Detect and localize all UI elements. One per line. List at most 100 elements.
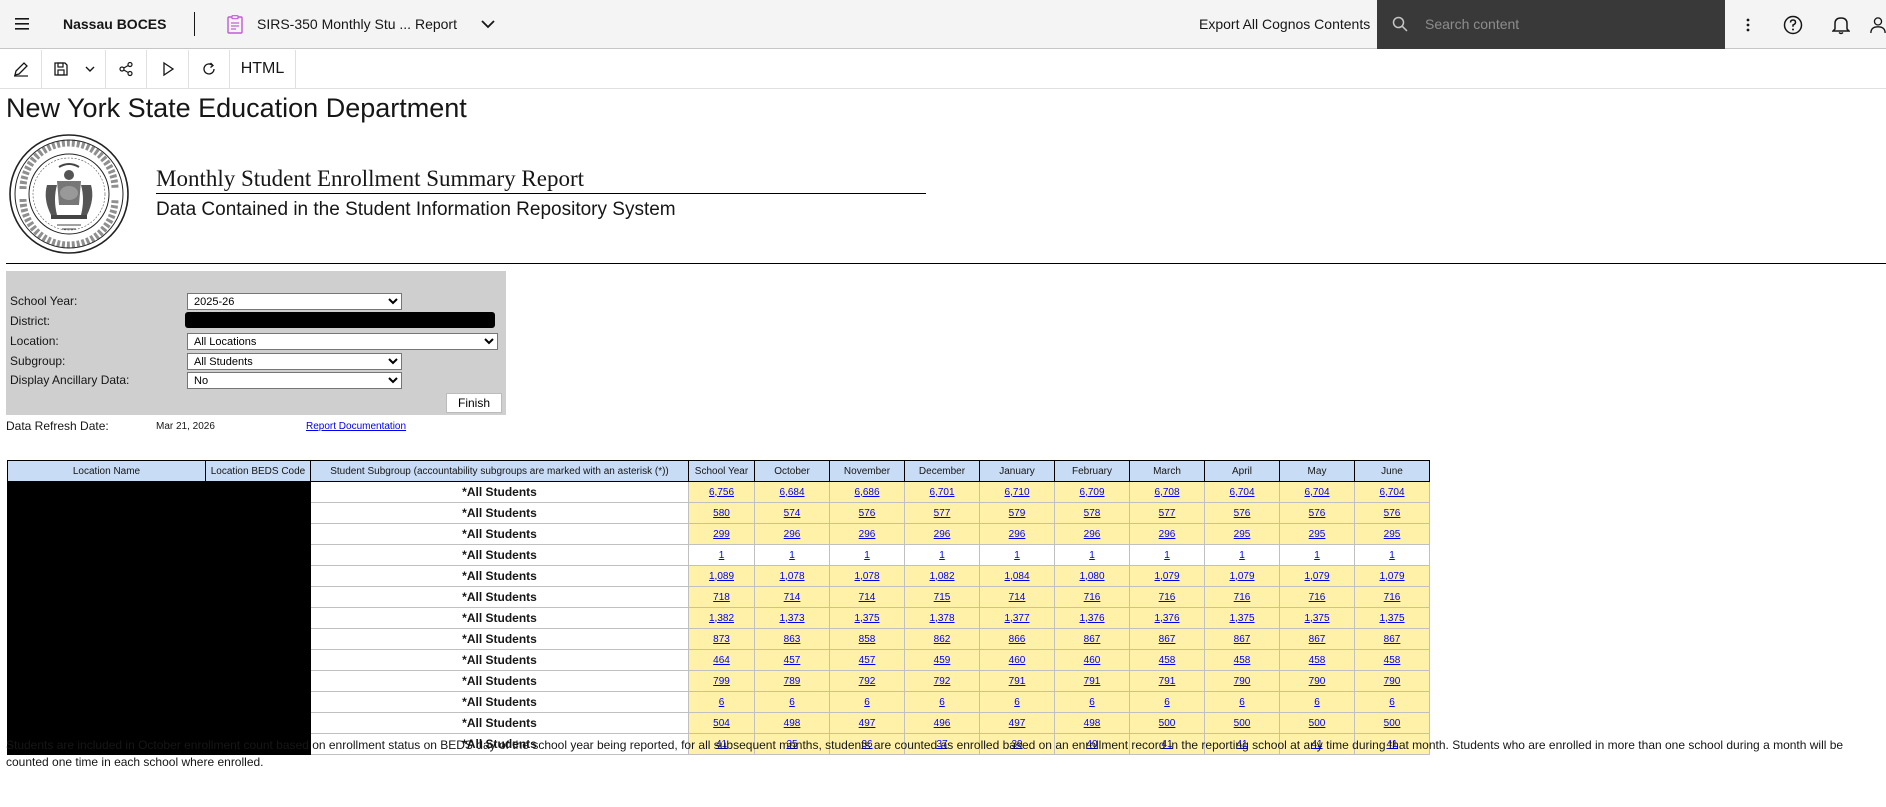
enrollment-count-link[interactable]: 1: [1314, 549, 1320, 561]
enrollment-count-link[interactable]: 6: [718, 696, 725, 708]
enrollment-count-link[interactable]: 1,082: [929, 570, 955, 582]
enrollment-count-link[interactable]: 498: [1083, 717, 1101, 729]
report-documentation-link[interactable]: Report Documentation: [306, 421, 407, 432]
enrollment-count-link[interactable]: 863: [783, 633, 801, 645]
enrollment-count-link[interactable]: 718: [713, 591, 730, 603]
enrollment-count-link[interactable]: 35: [786, 738, 798, 750]
school-year-select[interactable]: 2025-26: [187, 293, 402, 310]
enrollment-count-link[interactable]: 1,376: [1079, 612, 1105, 624]
enrollment-count-link[interactable]: 1,382: [708, 612, 735, 624]
enrollment-count-link[interactable]: 862: [933, 633, 951, 645]
enrollment-count-link[interactable]: 1,078: [854, 570, 880, 582]
enrollment-count-link[interactable]: 296: [933, 528, 951, 540]
enrollment-count-link[interactable]: 714: [858, 591, 876, 603]
enrollment-count-link[interactable]: 1: [789, 549, 795, 561]
enrollment-count-link[interactable]: 1,089: [708, 570, 735, 582]
enrollment-count-link[interactable]: 1: [864, 549, 870, 561]
enrollment-count-link[interactable]: 6: [1389, 696, 1395, 708]
enrollment-count-link[interactable]: 496: [933, 717, 951, 729]
enrollment-count-link[interactable]: 580: [713, 507, 730, 519]
hamburger-menu-icon[interactable]: [10, 12, 34, 36]
enrollment-count-link[interactable]: 716: [1383, 591, 1401, 603]
enrollment-count-link[interactable]: 40: [1086, 738, 1098, 750]
enrollment-count-link[interactable]: 500: [1308, 717, 1326, 729]
enrollment-count-link[interactable]: 6,701: [929, 486, 955, 498]
edit-icon[interactable]: [0, 50, 42, 88]
enrollment-count-link[interactable]: 858: [858, 633, 876, 645]
enrollment-count-link[interactable]: 867: [1308, 633, 1326, 645]
enrollment-count-link[interactable]: 500: [1383, 717, 1401, 729]
enrollment-count-link[interactable]: 500: [1233, 717, 1251, 729]
search-input[interactable]: [1425, 12, 1705, 36]
location-select[interactable]: All Locations: [187, 333, 498, 350]
brand-name[interactable]: Nassau BOCES: [63, 16, 167, 32]
enrollment-count-link[interactable]: 1: [1014, 549, 1020, 561]
enrollment-count-link[interactable]: 716: [1233, 591, 1251, 603]
enrollment-count-link[interactable]: 459: [933, 654, 951, 666]
enrollment-count-link[interactable]: 1: [1164, 549, 1170, 561]
enrollment-count-link[interactable]: 296: [858, 528, 876, 540]
output-format-button[interactable]: HTML: [230, 50, 296, 88]
enrollment-count-link[interactable]: 37: [936, 738, 948, 750]
user-avatar-icon[interactable]: [1870, 13, 1886, 37]
enrollment-count-link[interactable]: 799: [713, 675, 730, 687]
help-icon[interactable]: [1781, 13, 1805, 37]
enrollment-count-link[interactable]: 6: [1164, 696, 1170, 708]
enrollment-count-link[interactable]: 714: [783, 591, 801, 603]
enrollment-count-link[interactable]: 867: [1083, 633, 1101, 645]
enrollment-count-link[interactable]: 458: [1383, 654, 1401, 666]
enrollment-count-link[interactable]: 792: [933, 675, 951, 687]
enrollment-count-link[interactable]: 504: [713, 717, 730, 729]
enrollment-count-link[interactable]: 1,375: [1379, 612, 1405, 624]
enrollment-count-link[interactable]: 6: [789, 696, 795, 708]
enrollment-count-link[interactable]: 1,378: [929, 612, 955, 624]
enrollment-count-link[interactable]: 1: [1389, 549, 1395, 561]
enrollment-count-link[interactable]: 457: [783, 654, 801, 666]
save-menu[interactable]: [42, 50, 106, 88]
enrollment-count-link[interactable]: 1,079: [1304, 570, 1330, 582]
enrollment-count-link[interactable]: 791: [1008, 675, 1026, 687]
ancillary-select[interactable]: No: [187, 372, 402, 389]
enrollment-count-link[interactable]: 790: [1233, 675, 1251, 687]
enrollment-count-link[interactable]: 295: [1308, 528, 1326, 540]
enrollment-count-link[interactable]: 6: [1014, 696, 1020, 708]
enrollment-count-link[interactable]: 6,708: [1154, 486, 1180, 498]
enrollment-count-link[interactable]: 579: [1008, 507, 1026, 519]
enrollment-count-link[interactable]: 792: [858, 675, 876, 687]
report-title-tab[interactable]: SIRS-350 Monthly Stu ... Report: [257, 16, 457, 32]
enrollment-count-link[interactable]: 299: [713, 528, 730, 540]
notification-bell-icon[interactable]: [1829, 13, 1853, 37]
enrollment-count-link[interactable]: 36: [861, 738, 873, 750]
enrollment-count-link[interactable]: 1,079: [1229, 570, 1255, 582]
enrollment-count-link[interactable]: 1,377: [1004, 612, 1030, 624]
enrollment-count-link[interactable]: 574: [783, 507, 801, 519]
enrollment-count-link[interactable]: 6,704: [1304, 486, 1330, 498]
enrollment-count-link[interactable]: 578: [1083, 507, 1101, 519]
enrollment-count-link[interactable]: 500: [1158, 717, 1176, 729]
enrollment-count-link[interactable]: 6: [939, 696, 945, 708]
enrollment-count-link[interactable]: 866: [1008, 633, 1026, 645]
enrollment-count-link[interactable]: 296: [783, 528, 801, 540]
enrollment-count-link[interactable]: 6: [1089, 696, 1095, 708]
enrollment-count-link[interactable]: 41: [1311, 738, 1323, 750]
enrollment-count-link[interactable]: 1,375: [1229, 612, 1255, 624]
enrollment-count-link[interactable]: 577: [1158, 507, 1176, 519]
enrollment-count-link[interactable]: 295: [1233, 528, 1251, 540]
enrollment-count-link[interactable]: 6,709: [1079, 486, 1105, 498]
run-icon[interactable]: [147, 50, 189, 88]
enrollment-count-link[interactable]: 464: [713, 654, 730, 666]
enrollment-count-link[interactable]: 296: [1083, 528, 1101, 540]
overflow-menu-icon[interactable]: [1736, 13, 1760, 37]
enrollment-count-link[interactable]: 714: [1008, 591, 1026, 603]
enrollment-count-link[interactable]: 1,376: [1154, 612, 1180, 624]
enrollment-count-link[interactable]: 790: [1308, 675, 1326, 687]
enrollment-count-link[interactable]: 296: [1158, 528, 1176, 540]
enrollment-count-link[interactable]: 716: [1083, 591, 1101, 603]
enrollment-count-link[interactable]: 1,375: [1304, 612, 1330, 624]
enrollment-count-link[interactable]: 791: [1158, 675, 1176, 687]
enrollment-count-link[interactable]: 1: [1089, 549, 1095, 561]
enrollment-count-link[interactable]: 6: [864, 696, 870, 708]
share-icon[interactable]: [106, 50, 147, 88]
enrollment-count-link[interactable]: 458: [1308, 654, 1326, 666]
enrollment-count-link[interactable]: 1,375: [854, 612, 880, 624]
